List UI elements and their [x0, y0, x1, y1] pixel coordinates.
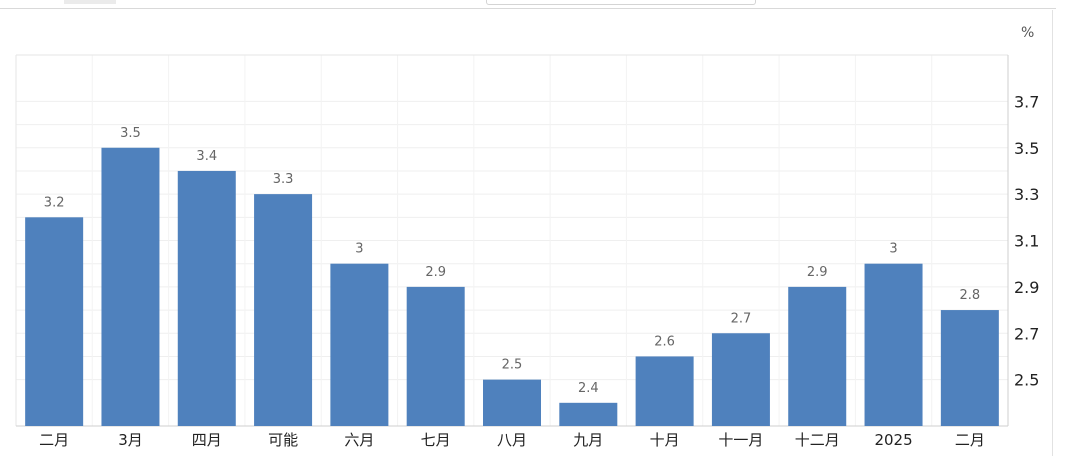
x-tick-label: 可能: [268, 431, 298, 449]
y-tick-label: 2.7: [1014, 324, 1039, 343]
x-tick-label: 2025: [874, 431, 912, 449]
bar-value-label: 2.5: [502, 358, 523, 373]
top-toolbar: [0, 0, 1056, 9]
bar-value-label: 2.9: [807, 265, 828, 280]
bar-value-label: 2.7: [731, 311, 752, 326]
bar[interactable]: [254, 194, 313, 426]
x-tick-label: 3月: [118, 431, 143, 449]
bar-value-label: 2.4: [578, 381, 599, 396]
x-tick-label: 七月: [421, 431, 451, 449]
bar[interactable]: [483, 379, 541, 426]
y-tick-label: 3.5: [1014, 139, 1039, 158]
bars-group: [25, 147, 999, 426]
y-tick-label: 2.9: [1014, 278, 1039, 297]
bar[interactable]: [864, 263, 923, 426]
bar-value-label: 3: [355, 242, 363, 257]
bar[interactable]: [25, 217, 84, 426]
category-labels-group: 二月 3月 四月 可能 六月 七月 八月 九月 十月 十一月 十二月 2025 二月: [39, 431, 985, 449]
value-labels-group: 3.2 3.5 3.4 3.3 3 2.9 2.5 2.4 2.6 2.7 2.9 3 2.8: [44, 126, 980, 396]
bar-value-label: 3.5: [120, 126, 141, 141]
x-tick-label: 二月: [955, 431, 985, 449]
bar-value-label: 2.9: [425, 265, 446, 280]
bar[interactable]: [635, 356, 694, 426]
panel-edge: [1052, 10, 1053, 456]
y-tick-label: 3.1: [1014, 232, 1039, 251]
bar-value-label: 2.6: [654, 334, 675, 349]
x-tick-label: 四月: [192, 431, 222, 449]
bar[interactable]: [406, 286, 465, 426]
chart-grid: [16, 55, 1008, 426]
bar-value-label: 3.3: [273, 172, 294, 187]
x-tick-label: 十二月: [795, 431, 840, 449]
bar-value-label: 3.2: [44, 195, 65, 210]
bar[interactable]: [101, 147, 160, 426]
bar[interactable]: [940, 310, 999, 426]
bar-value-label: 3: [889, 242, 897, 257]
x-tick-label: 二月: [39, 431, 69, 449]
y-unit-label: %: [1021, 25, 1034, 41]
y-tick-label: 2.5: [1014, 371, 1039, 390]
bar[interactable]: [711, 333, 770, 426]
bar-value-label: 3.4: [196, 149, 217, 164]
x-tick-label: 六月: [344, 431, 374, 449]
x-tick-label: 十一月: [718, 431, 763, 449]
bar[interactable]: [330, 263, 389, 426]
x-tick-label: 八月: [497, 431, 527, 449]
y-tick-label: 3.7: [1014, 92, 1039, 111]
x-tick-label: 十月: [650, 431, 680, 449]
bar[interactable]: [559, 402, 618, 426]
bar[interactable]: [788, 286, 847, 426]
y-tick-labels-group: 2.5 2.7 2.9 3.1 3.3 3.5 3.7: [1014, 92, 1039, 389]
bar[interactable]: [177, 170, 236, 426]
y-tick-label: 3.3: [1014, 185, 1039, 204]
toolbar-search-input[interactable]: [486, 0, 756, 5]
bar-value-label: 2.8: [960, 288, 981, 303]
toolbar-tab[interactable]: [64, 0, 116, 4]
x-tick-label: 九月: [573, 431, 603, 449]
